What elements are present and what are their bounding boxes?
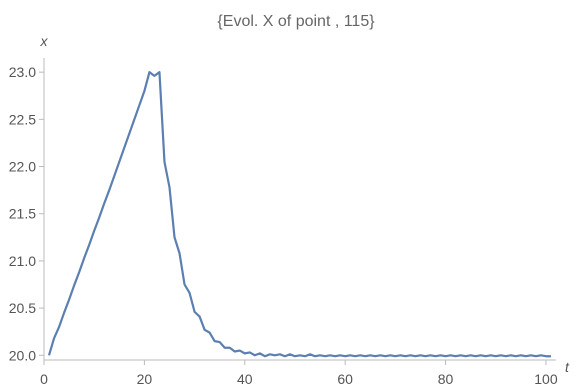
x-tick-label: 80 xyxy=(438,371,454,387)
x-tick-label: 100 xyxy=(534,371,558,387)
y-ticks: 20.0 20.5 21.0 21.5 22.0 22.5 23.0 xyxy=(9,64,44,363)
series-line xyxy=(47,71,551,358)
chart-title: {Evol. X of point , 115} xyxy=(217,13,375,30)
x-tick-label: 40 xyxy=(237,371,253,387)
x-tick-label: 60 xyxy=(337,371,353,387)
y-tick-label: 22.0 xyxy=(9,159,36,175)
x-ticks: 0 20 40 60 80 100 xyxy=(40,360,558,387)
x-tick-label: 0 xyxy=(40,371,48,387)
x-tick-label: 20 xyxy=(137,371,153,387)
y-tick-label: 20.5 xyxy=(9,300,36,316)
x-axis-label: t xyxy=(565,359,570,375)
y-tick-label: 23.0 xyxy=(9,64,36,80)
y-axis-label: x xyxy=(40,33,49,49)
y-tick-label: 21.0 xyxy=(9,253,36,269)
y-tick-label: 22.5 xyxy=(9,111,36,127)
y-tick-label: 21.5 xyxy=(9,206,36,222)
y-tick-label: 20.0 xyxy=(9,347,36,363)
